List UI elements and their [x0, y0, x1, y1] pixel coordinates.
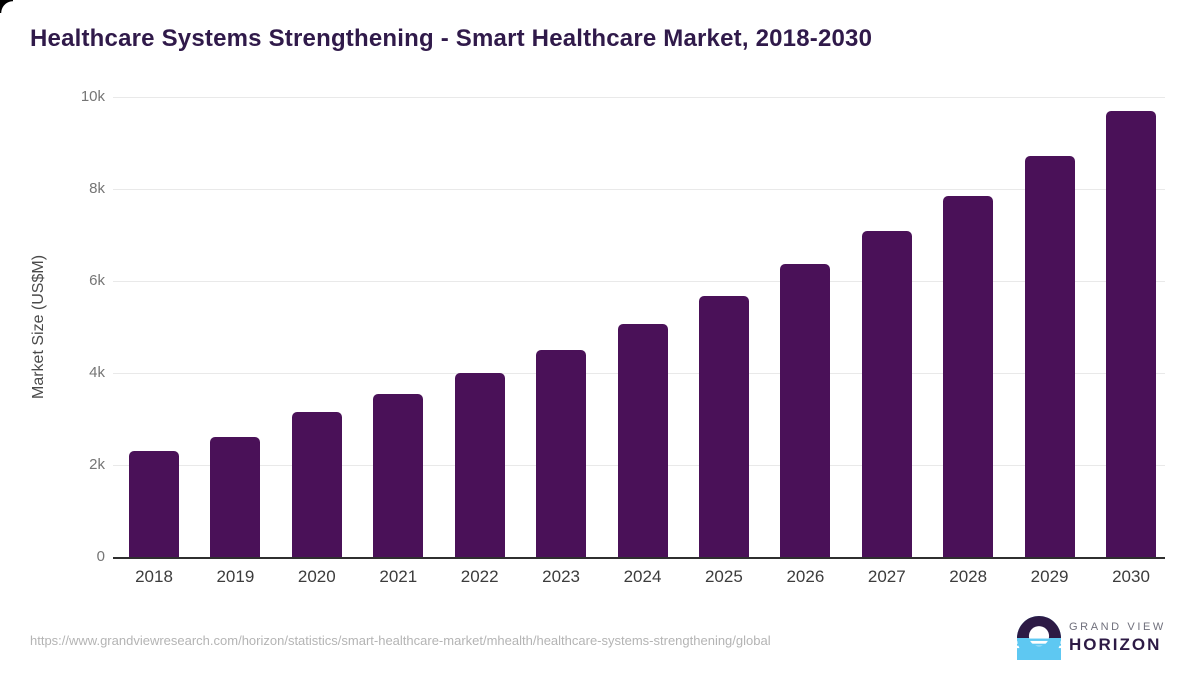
- x-axis-label-2029: 2029: [1030, 567, 1069, 586]
- gridline-10k: [113, 97, 1165, 98]
- horizon-sun-logo-icon: [1017, 616, 1061, 660]
- screenshot-corner-artifact: [0, 0, 13, 13]
- x-axis-label-2027: 2027: [867, 567, 906, 586]
- y-tick-label-6k: 6k: [89, 272, 105, 289]
- logo-brand-bottom: HORIZON: [1069, 635, 1162, 654]
- bar-2030[interactable]: [1106, 111, 1156, 557]
- y-tick-label-8k: 8k: [89, 180, 105, 197]
- x-axis-label-2021: 2021: [379, 567, 418, 586]
- x-axis-label-2023: 2023: [542, 567, 580, 586]
- bar-2018[interactable]: [129, 451, 179, 557]
- y-tick-label-10k: 10k: [80, 88, 105, 105]
- x-axis-label-2025: 2025: [704, 567, 743, 586]
- bar-2024[interactable]: [617, 324, 668, 557]
- x-axis-label-2028: 2028: [949, 567, 988, 586]
- gridline-6k: [113, 281, 1165, 282]
- bar-2026[interactable]: [780, 264, 831, 557]
- gridline-8k: [113, 189, 1165, 190]
- chart-title: Healthcare Systems Strengthening - Smart…: [30, 25, 873, 52]
- x-axis-label-2020: 2020: [297, 567, 336, 586]
- y-tick-label-2k: 2k: [89, 456, 105, 473]
- y-axis-title: Market Size (US$M): [30, 254, 47, 400]
- y-tick-label-0: 0: [96, 548, 105, 565]
- x-axis-label-2022: 2022: [460, 567, 499, 586]
- logo-text: GRAND VIEW HORIZON: [1069, 621, 1166, 655]
- bar-2027[interactable]: [861, 231, 912, 557]
- bar-2021[interactable]: [373, 394, 424, 557]
- x-axis-label-2030: 2030: [1112, 567, 1150, 586]
- bar-2023[interactable]: [536, 350, 587, 557]
- grand-view-horizon-logo: GRAND VIEW HORIZON: [1017, 616, 1166, 660]
- x-axis-label-2019: 2019: [216, 567, 255, 586]
- y-tick-label-4k: 4k: [89, 364, 105, 381]
- x-axis-line: [113, 557, 1165, 559]
- plot-area: [113, 97, 1165, 559]
- bar-2029[interactable]: [1024, 156, 1075, 557]
- logo-brand-top: GRAND VIEW: [1069, 621, 1166, 633]
- x-axis-label-2026: 2026: [786, 567, 825, 586]
- source-url: https://www.grandviewresearch.com/horizo…: [30, 633, 771, 648]
- x-axis-label-2018: 2018: [135, 567, 173, 586]
- x-axis-label-2024: 2024: [623, 567, 662, 586]
- bar-2025[interactable]: [698, 296, 749, 557]
- bar-2028[interactable]: [943, 196, 994, 557]
- bar-2019[interactable]: [210, 437, 261, 557]
- bar-2022[interactable]: [454, 373, 505, 557]
- bar-2020[interactable]: [291, 412, 342, 557]
